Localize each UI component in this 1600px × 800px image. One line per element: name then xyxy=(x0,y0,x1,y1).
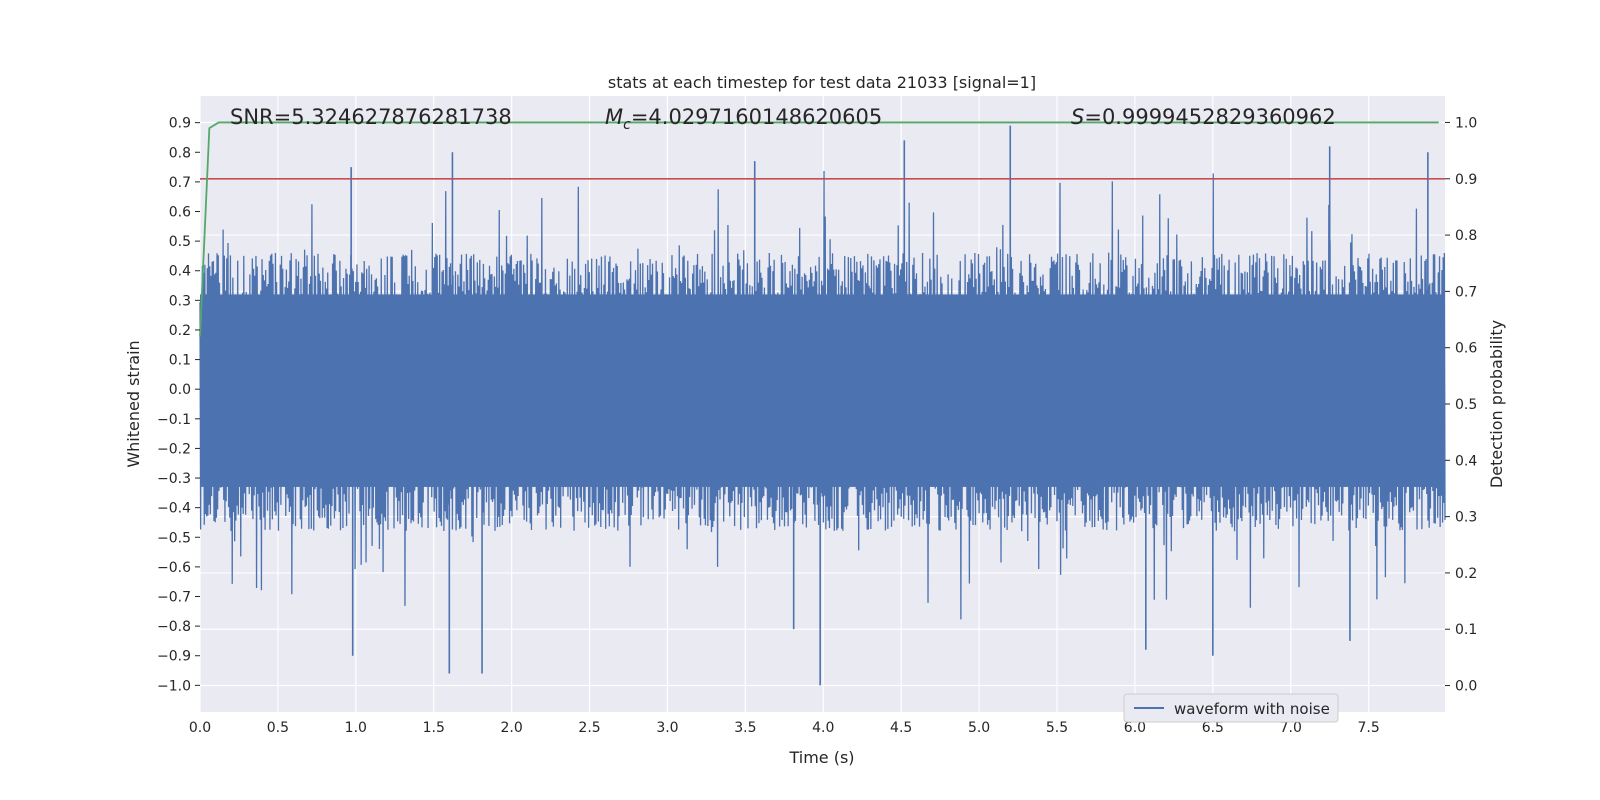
y-tick-label: −0.9 xyxy=(157,649,191,665)
legend-box xyxy=(1123,693,1339,723)
legend: waveform with noise xyxy=(1123,693,1339,723)
x-tick-label: 1.5 xyxy=(423,720,445,736)
chirp-mass-symbol: M xyxy=(605,105,623,129)
y2-tick-label: 0.5 xyxy=(1455,397,1477,413)
y-tick-label: −0.7 xyxy=(157,590,191,606)
x-tick-label: 3.0 xyxy=(656,720,678,736)
y-tick-label: 0.6 xyxy=(169,205,191,221)
chirp-mass-value: =4.0297160148620605 xyxy=(631,105,882,129)
y-axis-label: Whitened strain xyxy=(124,340,143,467)
legend-label: waveform with noise xyxy=(1174,700,1330,718)
waveform-dense-band xyxy=(200,294,1445,487)
x-tick-label: 2.0 xyxy=(501,720,523,736)
y2-axis-label: Detection probability xyxy=(1487,320,1506,488)
y-tick-label: 0.0 xyxy=(169,382,191,398)
y2-tick-label: 0.0 xyxy=(1455,679,1477,695)
y-tick-label: −0.3 xyxy=(157,471,191,487)
x-ticks: 0.0 0.5 1.0 1.5 2.0 2.5 3.0 3.5 4.0 4.5 5.0 5.5 6.0 6… xyxy=(189,720,1380,736)
x-tick-label: 6.5 xyxy=(1202,720,1224,736)
y-tick-label: 0.5 xyxy=(169,234,191,250)
y-tick-label: 0.7 xyxy=(169,175,191,191)
detection-probability-group xyxy=(199,121,1439,337)
y-tick-label: 0.4 xyxy=(169,264,191,280)
y-tick-label: 0.3 xyxy=(169,293,191,309)
chirp-mass-subscript: c xyxy=(623,117,631,133)
y2-tick-label: 0.4 xyxy=(1455,453,1477,469)
waveform-series xyxy=(199,125,1446,686)
y-tick-label: 0.9 xyxy=(169,116,191,132)
y-tick-label: −1.0 xyxy=(157,678,191,694)
y2-tick-label: 0.3 xyxy=(1455,510,1477,526)
y-tick-label: −0.6 xyxy=(157,560,191,576)
y2-tick-label: 0.2 xyxy=(1455,566,1477,582)
s-symbol: S xyxy=(1071,105,1084,129)
snr-annotation: SNR=5.324627876281738 xyxy=(230,105,512,129)
x-tick-label: 6.0 xyxy=(1124,720,1146,736)
y-tick-label: −0.2 xyxy=(157,441,191,457)
y-tick-label: −0.1 xyxy=(157,412,191,428)
x-tick-label: 2.5 xyxy=(578,720,600,736)
y-tick-label: 0.8 xyxy=(169,145,191,161)
x-tick-label: 5.0 xyxy=(968,720,990,736)
x-axis-label: Time (s) xyxy=(788,748,854,767)
x-tick-label: 3.5 xyxy=(734,720,756,736)
x-tick-label: 0.5 xyxy=(267,720,289,736)
x-tick-label: 1.0 xyxy=(345,720,367,736)
y2-tick-label: 0.9 xyxy=(1455,172,1477,188)
y-tick-label: −0.5 xyxy=(157,530,191,546)
x-tick-label: 7.5 xyxy=(1358,720,1380,736)
x-tick-label: 4.0 xyxy=(812,720,834,736)
y-tick-label: 0.2 xyxy=(169,323,191,339)
y2-tick-label: 0.1 xyxy=(1455,622,1477,638)
y2-tick-label: 0.7 xyxy=(1455,284,1477,300)
x-tick-label: 7.0 xyxy=(1280,720,1302,736)
detection-probability-line xyxy=(199,121,1439,337)
y2-tick-label: 0.8 xyxy=(1455,228,1477,244)
y2-tick-label: 0.6 xyxy=(1455,341,1477,357)
y2-ticks: 1.0 0.9 0.8 0.7 0.6 0.5 0.4 0.3 0.2 0.1 0.0 xyxy=(1445,115,1477,695)
y-ticks: 0.9 0.8 0.7 0.6 0.5 0.4 0.3 0.2 0.1 0.0 −0.1 −0.2 −0… xyxy=(157,116,200,694)
s-annotation: S=0.9999452829360962 xyxy=(1071,105,1336,129)
x-tick-label: 5.5 xyxy=(1046,720,1068,736)
x-tick-label: 4.5 xyxy=(890,720,912,736)
x-tick-label: 0.0 xyxy=(189,720,211,736)
y-tick-label: −0.8 xyxy=(157,619,191,635)
y-tick-label: 0.1 xyxy=(169,353,191,369)
y2-tick-label: 1.0 xyxy=(1455,115,1477,131)
chart-title: stats at each timestep for test data 210… xyxy=(608,73,1036,92)
s-value: =0.9999452829360962 xyxy=(1084,105,1335,129)
y-tick-label: −0.4 xyxy=(157,501,191,517)
chirp-mass-annotation: Mc=4.0297160148620605 xyxy=(605,105,882,133)
